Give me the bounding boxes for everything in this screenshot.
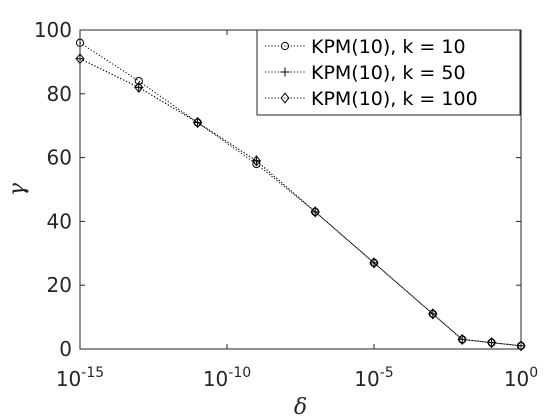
legend-marker	[280, 67, 290, 77]
y-tick-label: 80	[47, 82, 72, 106]
axis-layer: 0 20 40 60 80 100 10-15 10-10 10-5 100	[34, 18, 538, 391]
legend-label: KPM(10), k = 50	[311, 62, 466, 84]
series-3	[75, 53, 526, 352]
data-point	[193, 118, 203, 128]
data-point	[369, 258, 379, 268]
x-tick-label: 10-10	[203, 365, 251, 391]
data-point	[134, 82, 144, 92]
legend: KPM(10), k = 10 KPM(10), k = 50 KPM(10), k…	[256, 29, 521, 116]
series-line	[79, 58, 522, 347]
x-tick-label: 10-5	[354, 365, 393, 391]
legend-marker	[280, 41, 290, 51]
y-tick-label: 40	[47, 209, 72, 233]
data-point	[516, 340, 526, 352]
legend-marker	[280, 92, 290, 104]
series-line	[79, 42, 522, 347]
x-tick-label: 100	[504, 365, 538, 391]
y-tick-label: 0	[59, 337, 72, 361]
data-point	[457, 333, 467, 346]
legend-label: KPM(10), k = 10	[311, 36, 466, 58]
x-axis-label: δ	[294, 395, 307, 420]
x-tick-label: 10-15	[56, 365, 104, 391]
data-point	[457, 334, 467, 344]
y-tick-label: 20	[47, 273, 72, 297]
series-layer	[75, 38, 526, 352]
data-point	[487, 337, 497, 349]
data-point	[134, 81, 144, 94]
data-point	[193, 116, 203, 129]
y-axis-label: γ	[5, 182, 30, 196]
data-point	[310, 206, 320, 218]
data-point	[369, 257, 379, 269]
data-point	[251, 156, 261, 166]
data-point	[428, 308, 438, 320]
y-tick-label: 100	[34, 18, 72, 42]
data-point	[251, 155, 261, 167]
legend-label: KPM(10), k = 100	[311, 88, 478, 110]
y-tick-label: 60	[47, 146, 72, 170]
data-point	[428, 309, 438, 319]
